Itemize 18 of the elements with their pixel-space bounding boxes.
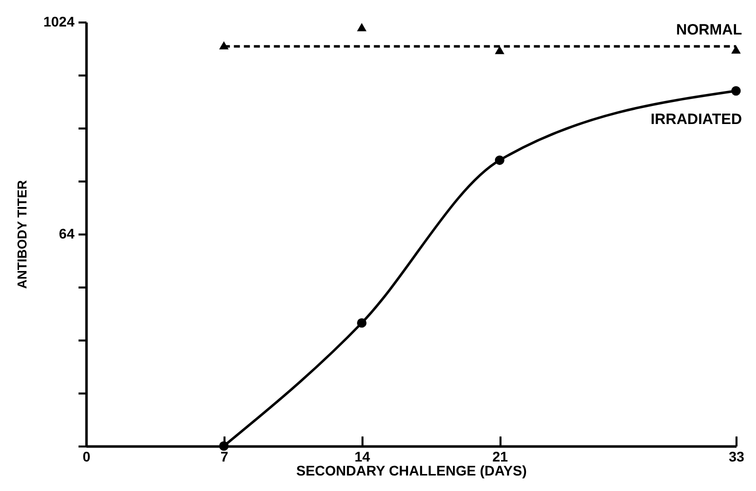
x-tick-label: 0 [82,448,91,464]
point [494,46,504,54]
point [731,86,741,96]
x-axis-title: SECONDARY CHALLENGE (DAYS) [296,462,527,478]
series-label: IRRADIATED [650,110,742,128]
point [494,155,504,165]
y-axis-title: ANTIBODY TITER [14,179,30,289]
series-label: NORMAL [676,21,742,38]
x-tick-label: 14 [354,448,370,464]
x-tick-label: 21 [492,448,508,464]
point [357,318,366,328]
x-tick-label: 7 [220,448,228,464]
x-tick-label: 33 [728,448,744,464]
point [731,45,741,54]
y-tick-label: 64 [58,226,75,242]
point [357,22,366,32]
point [219,441,229,451]
y-tick-label: 1024 [43,14,75,30]
